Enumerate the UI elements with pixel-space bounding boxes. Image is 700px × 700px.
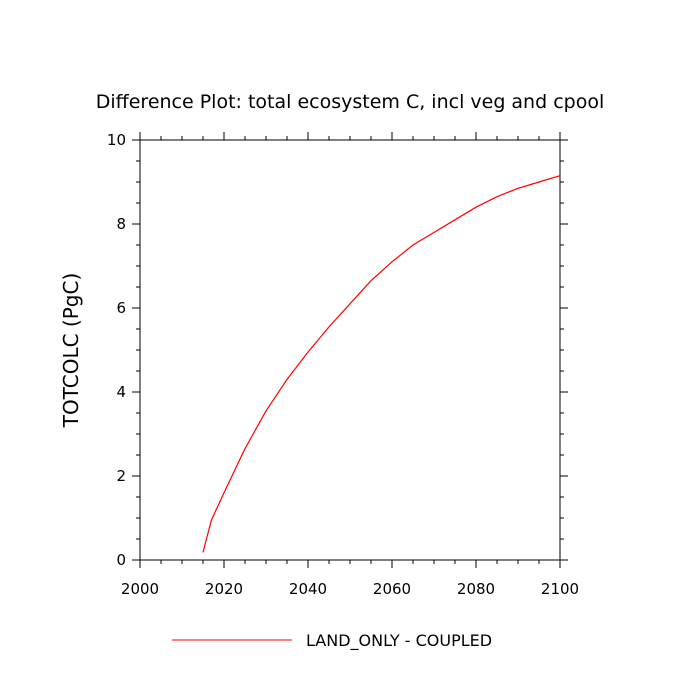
chart-title: Difference Plot: total ecosystem C, incl…: [96, 91, 605, 113]
x-tick-label: 2040: [289, 580, 327, 598]
legend-label: LAND_ONLY - COUPLED: [306, 631, 492, 651]
series-line-0: [202, 175, 561, 553]
x-tick-label: 2020: [205, 580, 243, 598]
x-tick-label: 2000: [121, 580, 159, 598]
legend: LAND_ONLY - COUPLED: [172, 631, 492, 651]
y-tick-label: 0: [116, 551, 126, 569]
y-tick-label: 10: [107, 131, 126, 149]
plot-axes: 2000 2020 2040 2060 2080 2100 0 2 4 6 8 10: [107, 131, 579, 598]
y-tick-label: 6: [116, 299, 126, 317]
x-tick-label: 2100: [541, 580, 579, 598]
y-tick-label: 8: [116, 215, 126, 233]
x-tick-label: 2080: [457, 580, 495, 598]
y-tick-label: 4: [116, 383, 126, 401]
y-tick-label: 2: [116, 467, 126, 485]
y-axis-label: TOTCOLC (PgC): [59, 273, 83, 429]
plot-frame: [139, 139, 561, 561]
series-layer: [202, 175, 561, 553]
x-tick-label: 2060: [373, 580, 411, 598]
